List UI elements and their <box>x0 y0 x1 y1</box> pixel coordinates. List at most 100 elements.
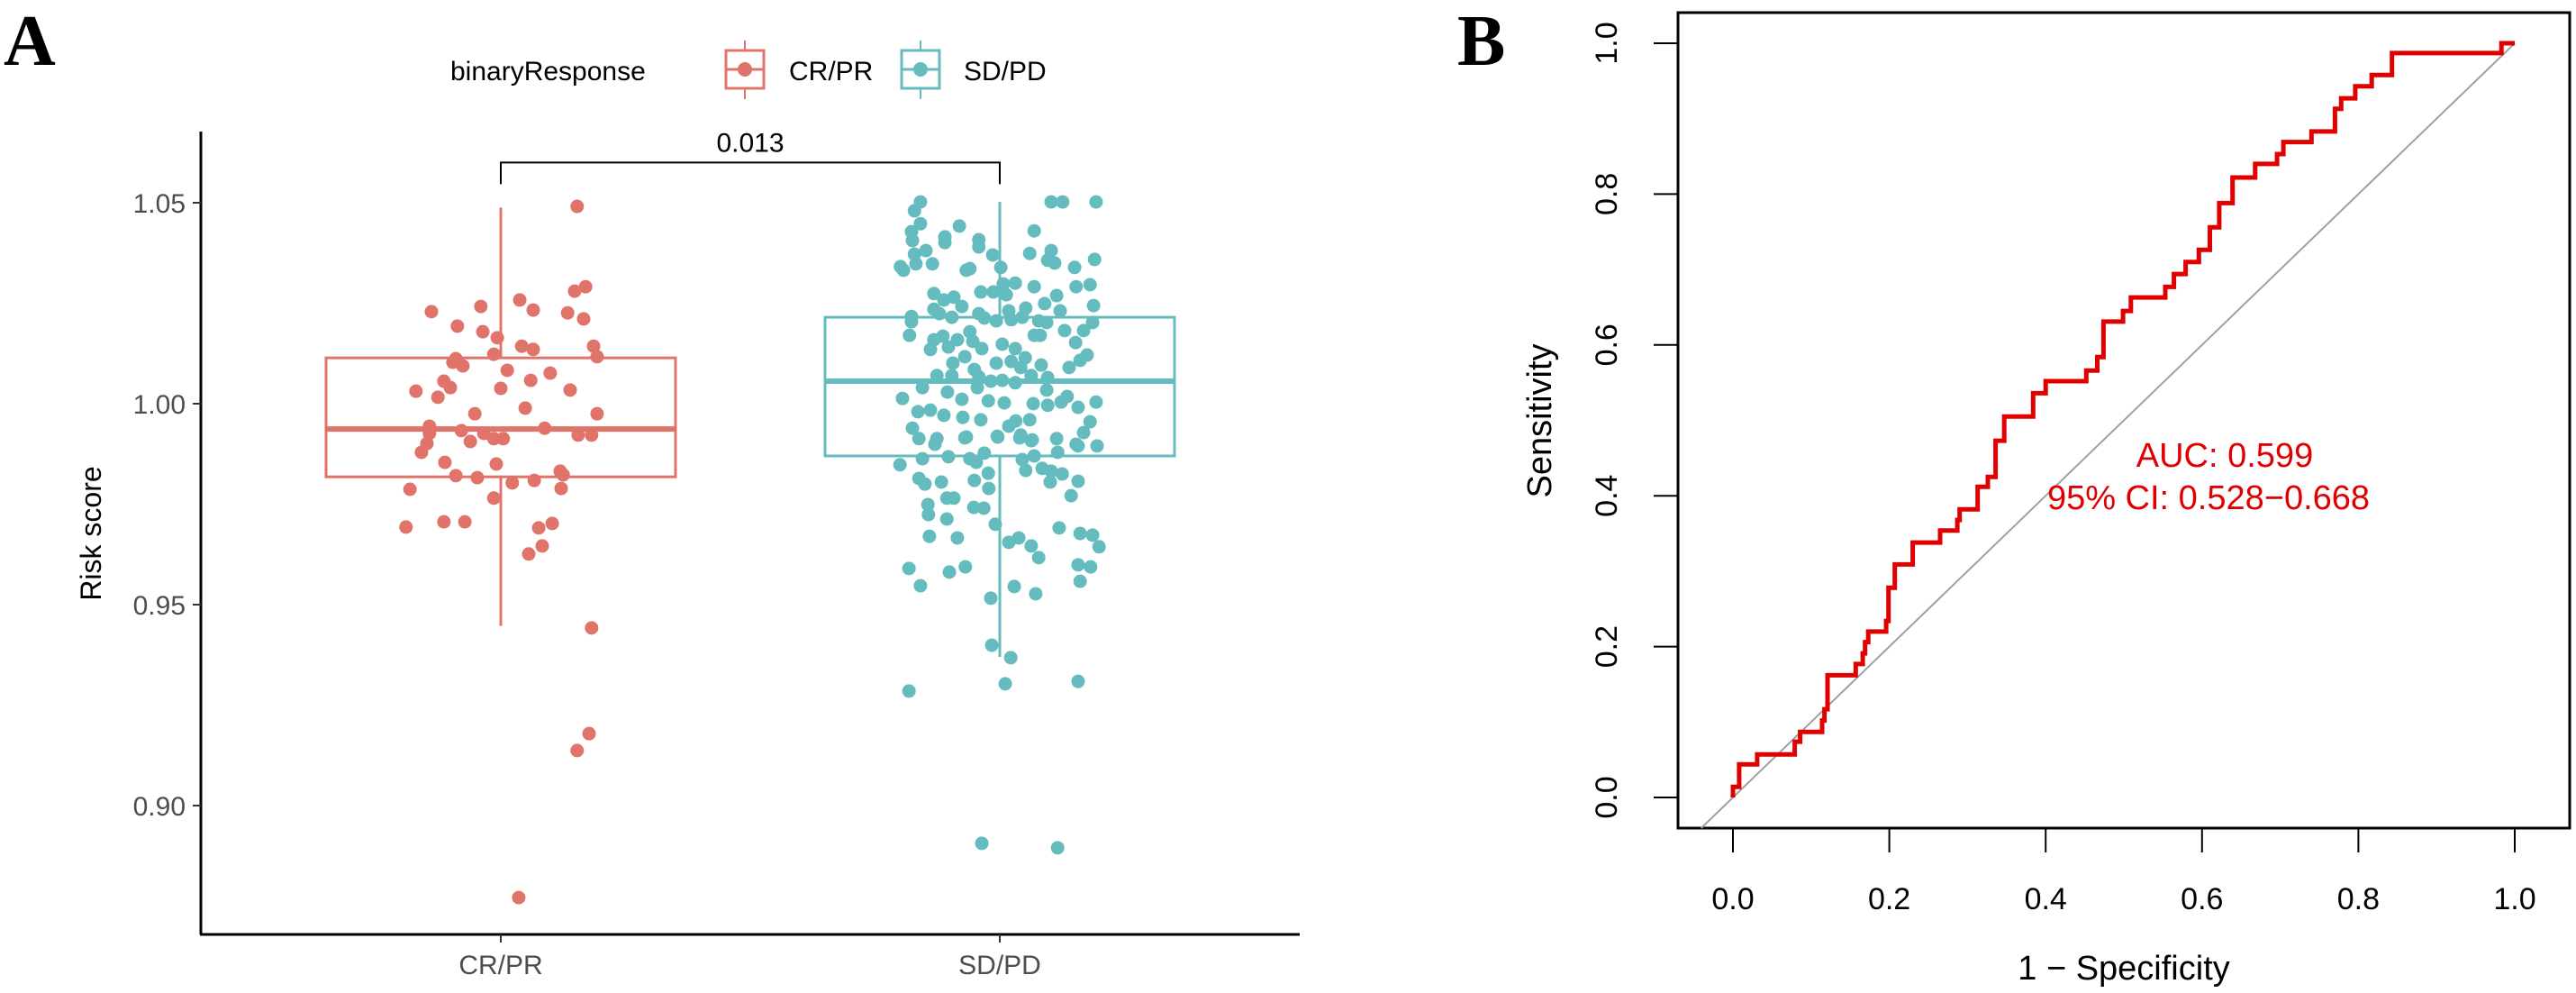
data-point <box>500 363 514 378</box>
data-point <box>989 314 1003 328</box>
data-point <box>578 279 593 294</box>
data-point <box>1011 531 1026 545</box>
data-point <box>538 421 552 435</box>
data-point <box>1087 252 1102 267</box>
data-point <box>1024 369 1039 383</box>
data-point <box>476 426 491 441</box>
data-point <box>1092 540 1106 554</box>
data-point <box>489 457 503 471</box>
data-point <box>932 306 947 321</box>
data-point <box>526 303 540 317</box>
data-point <box>431 390 445 405</box>
data-point <box>467 406 482 421</box>
data-point <box>989 356 1003 370</box>
data-point <box>1013 360 1028 375</box>
data-point <box>907 204 921 218</box>
data-point <box>567 284 582 298</box>
y-ticks: 0.90 0.95 1.00 1.05 <box>133 189 201 822</box>
data-point <box>921 507 936 522</box>
data-point <box>1026 396 1040 411</box>
data-point <box>986 285 1001 299</box>
data-point <box>463 434 477 449</box>
data-point <box>456 359 470 373</box>
data-point <box>560 305 575 320</box>
data-point <box>997 396 1011 410</box>
data-point <box>975 836 989 851</box>
data-point <box>1029 587 1043 601</box>
x-tick-label: 0.4 <box>2025 882 2067 916</box>
legend-dot <box>913 62 928 77</box>
data-point <box>449 469 463 483</box>
x-tick-label: 1.0 <box>2493 882 2535 916</box>
data-point <box>957 350 972 364</box>
data-point <box>1073 526 1087 541</box>
x-tick-label: 0.6 <box>2181 882 2223 916</box>
data-point <box>1022 246 1037 260</box>
x-tick-label: 0.2 <box>1868 882 1910 916</box>
data-point <box>937 408 951 423</box>
p-value-label: 0.013 <box>716 128 784 158</box>
data-point <box>945 369 959 383</box>
data-point <box>918 477 932 491</box>
legend-title: binaryResponse <box>450 57 646 87</box>
data-point <box>963 261 977 276</box>
data-point <box>443 380 458 395</box>
data-point <box>923 403 938 417</box>
x-ticks: 0.0 0.2 0.4 0.6 0.8 1.0 <box>1711 828 2536 916</box>
data-point <box>1090 439 1104 453</box>
data-point <box>403 482 417 496</box>
roc-line <box>1730 41 2515 797</box>
data-point <box>1040 398 1055 413</box>
data-point <box>952 219 966 233</box>
data-point <box>531 521 546 535</box>
data-point <box>972 240 986 254</box>
data-point <box>1076 425 1091 440</box>
data-point <box>1089 195 1103 209</box>
data-point <box>1057 323 1072 338</box>
data-point <box>1085 528 1100 542</box>
data-point <box>512 293 527 307</box>
data-point <box>1085 315 1100 330</box>
data-point <box>972 369 986 384</box>
data-point <box>1048 256 1062 270</box>
y-tick-label: 0.2 <box>1590 625 1624 668</box>
data-point <box>486 491 501 506</box>
data-point <box>915 451 930 466</box>
data-point <box>966 500 981 515</box>
data-point <box>535 539 549 553</box>
y-tick-label: 0.6 <box>1590 323 1624 366</box>
data-point <box>1004 313 1019 327</box>
data-point <box>911 405 925 419</box>
data-point <box>977 311 992 325</box>
data-point <box>1052 521 1066 535</box>
data-point <box>576 312 591 326</box>
data-point <box>1073 574 1087 588</box>
data-point <box>896 263 911 278</box>
y-tick-label: 0.0 <box>1590 776 1624 818</box>
data-point <box>955 392 969 406</box>
data-point <box>1008 276 1022 290</box>
data-point <box>1062 360 1076 375</box>
data-point <box>937 293 951 307</box>
data-point <box>1027 223 1041 238</box>
roc-panel: 0.0 0.2 0.4 0.6 0.8 1.0 0.0 0.2 0.4 0.6 0.8 1.0 1 … <box>1521 11 2571 988</box>
data-point <box>934 475 948 489</box>
data-point <box>902 684 916 698</box>
data-point <box>982 481 996 496</box>
data-point <box>1055 467 1069 481</box>
data-point <box>585 428 599 442</box>
data-point <box>486 347 501 361</box>
y-ticks: 0.0 0.2 0.4 0.6 0.8 1.0 <box>1590 22 1678 819</box>
data-point <box>915 380 930 395</box>
data-point <box>1038 296 1052 311</box>
data-point <box>437 515 451 529</box>
data-point <box>998 677 1012 691</box>
data-point <box>1034 358 1048 372</box>
data-point <box>1053 304 1067 318</box>
data-point <box>518 401 532 415</box>
data-point <box>523 373 538 387</box>
data-point <box>969 455 984 469</box>
data-point <box>1069 279 1084 294</box>
x-tick-label: SD/PD <box>958 951 1041 980</box>
